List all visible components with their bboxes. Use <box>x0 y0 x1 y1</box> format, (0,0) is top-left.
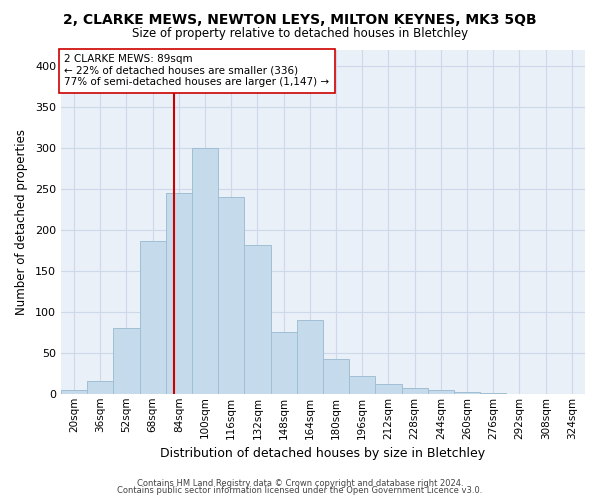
Bar <box>166 193 192 394</box>
Bar <box>349 376 376 394</box>
Bar <box>454 392 480 394</box>
Bar <box>61 390 87 394</box>
Bar <box>376 384 401 394</box>
Bar <box>271 332 297 394</box>
Bar <box>113 328 140 394</box>
Text: Size of property relative to detached houses in Bletchley: Size of property relative to detached ho… <box>132 28 468 40</box>
Bar <box>87 382 113 394</box>
Bar <box>297 320 323 394</box>
Bar <box>192 148 218 394</box>
Bar <box>401 388 428 394</box>
Bar <box>244 245 271 394</box>
Text: 2, CLARKE MEWS, NEWTON LEYS, MILTON KEYNES, MK3 5QB: 2, CLARKE MEWS, NEWTON LEYS, MILTON KEYN… <box>63 12 537 26</box>
Y-axis label: Number of detached properties: Number of detached properties <box>15 129 28 315</box>
Bar <box>218 198 244 394</box>
Text: Contains public sector information licensed under the Open Government Licence v3: Contains public sector information licen… <box>118 486 482 495</box>
Bar <box>140 240 166 394</box>
Text: 2 CLARKE MEWS: 89sqm
← 22% of detached houses are smaller (336)
77% of semi-deta: 2 CLARKE MEWS: 89sqm ← 22% of detached h… <box>64 54 329 88</box>
Text: Contains HM Land Registry data © Crown copyright and database right 2024.: Contains HM Land Registry data © Crown c… <box>137 478 463 488</box>
X-axis label: Distribution of detached houses by size in Bletchley: Distribution of detached houses by size … <box>160 447 485 460</box>
Bar <box>428 390 454 394</box>
Bar <box>480 393 506 394</box>
Bar <box>323 360 349 394</box>
